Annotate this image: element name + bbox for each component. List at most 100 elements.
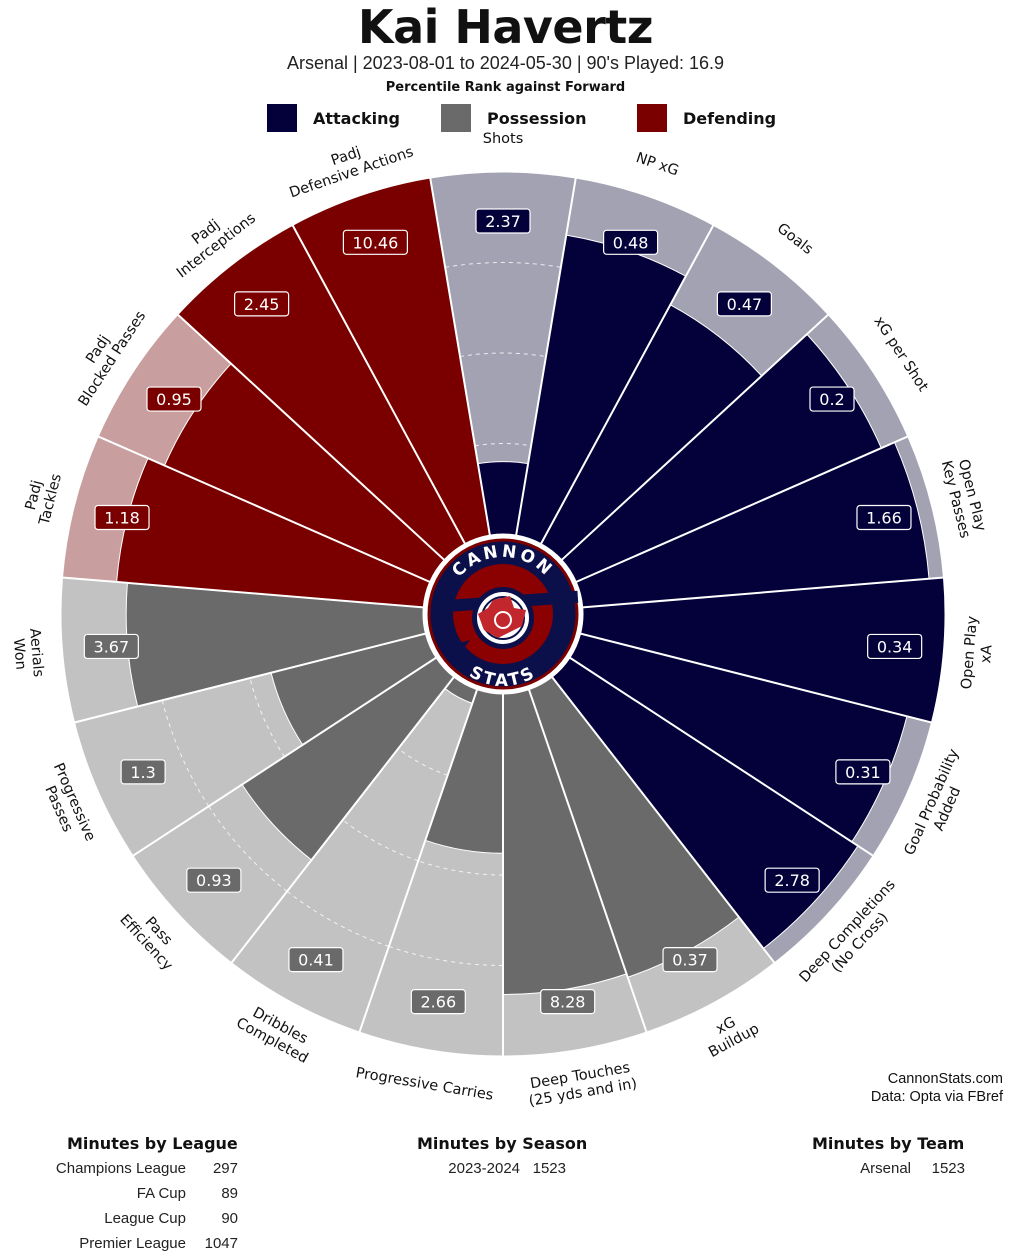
- slice-divider: [428, 175, 491, 536]
- wedge-bar: [241, 657, 455, 861]
- value-box: 10.46: [342, 229, 408, 255]
- wedge-bar: [125, 582, 427, 708]
- value-box-bg: [662, 947, 718, 973]
- metric-label: Deep Touches(25 yds and in): [528, 1060, 639, 1110]
- wedge-bar: [575, 441, 930, 608]
- slice-divider: [357, 689, 478, 1035]
- value-box-bg: [716, 291, 772, 317]
- minutes-row-name: League Cup: [104, 1210, 186, 1227]
- grid-arc: [418, 860, 504, 876]
- value-box-bg: [835, 759, 891, 785]
- metric-label-line: Progressive Carries: [355, 1065, 495, 1104]
- legend-attacking-swatch: [267, 104, 297, 132]
- metric-label: NP xG: [634, 150, 681, 179]
- wedge-bar: [502, 689, 628, 995]
- value-box: 1.66: [856, 504, 912, 531]
- metric-label-text: Open PlayxA: [959, 615, 998, 691]
- minutes-row: Champions League 297: [30, 1156, 238, 1181]
- value-box: 2.66: [410, 989, 466, 1015]
- slice-divider: [569, 656, 876, 858]
- value-box: 0.37: [662, 947, 718, 973]
- slice-divider: [528, 689, 649, 1035]
- value-label: 3.67: [94, 637, 130, 656]
- value-box-bg: [809, 386, 855, 412]
- metric-label: ProgressivePasses: [34, 761, 98, 851]
- minutes-row-value: 90: [221, 1210, 238, 1227]
- wedge-bar: [270, 633, 437, 746]
- metric-label-line: Aerials: [26, 628, 46, 678]
- slice-divider: [290, 223, 466, 545]
- slice-divider: [575, 434, 911, 583]
- value-box: 1.3: [120, 759, 166, 785]
- grid-arc: [397, 748, 448, 776]
- value-box: 0.95: [146, 386, 202, 412]
- grid-arc: [249, 677, 285, 758]
- slice-divider: [72, 632, 426, 724]
- metric-label-text: AerialsWon: [9, 628, 46, 680]
- metric-label: Goals: [774, 220, 816, 258]
- value-label: 2.37: [485, 212, 521, 231]
- slice-divider: [60, 576, 424, 609]
- metric-label-line: Padj: [23, 479, 46, 512]
- value-box: 2.45: [234, 291, 290, 317]
- value-box: 0.31: [835, 759, 891, 785]
- minutes-row-name: Champions League: [55, 1160, 186, 1177]
- slice-divider: [551, 676, 777, 965]
- cannon-icon: [443, 587, 579, 660]
- value-box: 0.47: [716, 291, 772, 317]
- minutes-row-value: 1523: [532, 1160, 566, 1177]
- metric-label: AerialsWon: [9, 628, 46, 680]
- value-box: 0.48: [603, 229, 659, 255]
- value-label: 0.95: [156, 390, 192, 409]
- wedge-bar: [540, 304, 763, 561]
- metric-label-line: Open Play: [959, 615, 981, 690]
- metric-label-text: ProgressivePasses: [34, 761, 98, 851]
- metric-label: PadjTackles: [23, 472, 65, 528]
- metric-label-line: Goals: [774, 220, 816, 258]
- minutes-by-season-title: Minutes by Season: [417, 1134, 588, 1153]
- wedge-bar: [163, 362, 445, 583]
- wedge-bar: [561, 333, 882, 583]
- metric-label-line: Shots: [483, 131, 524, 147]
- slice-divider: [130, 656, 437, 858]
- legend-possession-label: Possession: [487, 108, 587, 128]
- grid-arc: [459, 352, 547, 358]
- value-box-bg: [342, 229, 408, 255]
- wedge-bar: [579, 576, 946, 724]
- slice-divider: [540, 223, 716, 545]
- value-label: 1.18: [104, 509, 140, 528]
- value-box: 2.78: [764, 867, 820, 893]
- metric-label-line: xA: [978, 644, 995, 664]
- wedge-bar: [424, 689, 504, 854]
- grid-arc: [286, 890, 390, 947]
- value-box-bg: [764, 867, 820, 893]
- value-box: 0.93: [186, 867, 242, 893]
- percentile-rank-caption: Percentile Rank against Forward: [385, 80, 626, 95]
- grid-arc: [388, 945, 504, 966]
- slice-divider: [229, 676, 455, 965]
- metric-label-text: Goals: [774, 220, 816, 258]
- minutes-row: League Cup 90: [30, 1206, 238, 1231]
- legend-defending: Defending: [637, 104, 776, 132]
- value-label: 1.3: [130, 763, 155, 782]
- minutes-by-league-table: Champions League 297 FA Cup 89 League Cup 90 P…: [30, 1156, 238, 1256]
- metric-label-line: Won: [10, 638, 29, 671]
- player-name-title: Kai Havertz: [357, 0, 654, 54]
- minutes-row: Arsenal 1523: [845, 1156, 965, 1181]
- metric-label-text: Shots: [483, 131, 524, 147]
- minutes-row-value: 89: [221, 1185, 238, 1202]
- slice-divider: [582, 576, 946, 609]
- metric-label-line: NP xG: [634, 150, 681, 179]
- metric-label: xGBuildup: [706, 1014, 762, 1061]
- minutes-by-team-title: Minutes by Team: [812, 1134, 965, 1153]
- value-label: 0.93: [196, 871, 232, 890]
- value-label: 1.66: [866, 509, 902, 528]
- value-box-bg: [540, 989, 596, 1015]
- value-box-bg: [475, 208, 531, 234]
- value-box: 0.34: [867, 633, 923, 660]
- legend-defending-swatch: [637, 104, 667, 132]
- credit-source: Data: Opta via FBref: [870, 1089, 1003, 1105]
- value-box: 0.41: [288, 947, 344, 973]
- metric-label: Shots: [483, 131, 524, 147]
- minutes-by-season-table: 2023-2024 1523: [430, 1156, 566, 1181]
